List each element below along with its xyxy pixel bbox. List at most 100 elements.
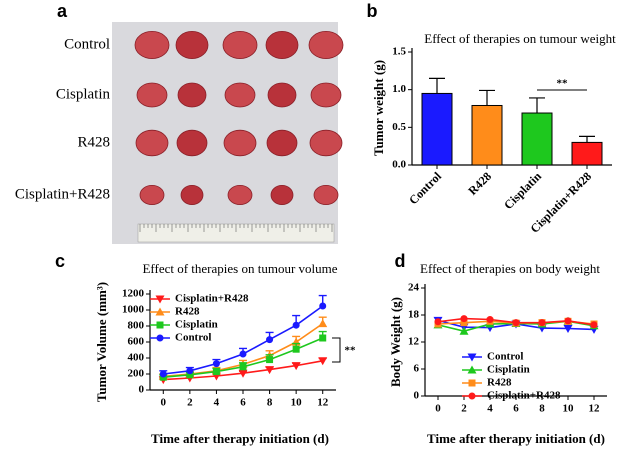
x-tick-label: 8 xyxy=(267,397,273,409)
y-axis-label: Tumor Volume (mm³) xyxy=(94,282,109,402)
tumor xyxy=(267,82,297,108)
marker xyxy=(468,379,476,387)
legend-label: Cisplatin+R428 xyxy=(487,390,561,402)
x-tick-label: 12 xyxy=(317,397,329,409)
tumor xyxy=(222,30,258,60)
marker xyxy=(467,365,477,374)
marker xyxy=(319,334,327,342)
marker xyxy=(486,316,494,323)
panel-label: a xyxy=(57,1,68,21)
y-tick-label: 0 xyxy=(414,390,420,402)
y-tick-label: 400 xyxy=(128,352,145,364)
y-tick-label: 1.5 xyxy=(392,46,406,58)
x-tick-label: 8 xyxy=(539,403,545,415)
x-tick-label: Cisplatin xyxy=(501,169,544,212)
marker xyxy=(318,319,328,328)
marker xyxy=(239,363,247,371)
marker xyxy=(238,369,248,378)
x-axis-label: Time after therapy initiation (d) xyxy=(427,431,605,446)
marker xyxy=(459,326,469,335)
tumor xyxy=(135,129,169,157)
marker xyxy=(460,315,468,323)
y-axis-label: Tumor weight (g) xyxy=(371,60,386,156)
tumor xyxy=(309,129,343,157)
x-axis-label: Time after therapy initiation (d) xyxy=(151,431,329,446)
legend-label: Cisplatin+R428 xyxy=(175,293,249,305)
panel-label: d xyxy=(395,251,406,271)
x-tick-label: 0 xyxy=(161,397,167,409)
row-label: R428 xyxy=(77,134,110,150)
marker xyxy=(434,318,442,326)
legend-label: Cisplatin xyxy=(487,364,530,376)
marker xyxy=(318,357,328,366)
chart-title: Effect of therapies on body weight xyxy=(420,261,600,276)
marker xyxy=(563,325,573,333)
tumor xyxy=(223,129,257,157)
marker xyxy=(156,334,164,342)
tumor xyxy=(136,82,168,108)
marker xyxy=(239,350,247,358)
marker xyxy=(291,362,301,371)
marker xyxy=(186,371,194,379)
tumor xyxy=(139,184,165,205)
legend-label: R428 xyxy=(487,377,512,389)
bar xyxy=(521,112,553,166)
marker xyxy=(266,336,274,344)
row-label: Control xyxy=(64,36,110,52)
panel-label: b xyxy=(367,1,378,21)
tumor xyxy=(266,129,298,157)
annotation: ** xyxy=(345,345,357,357)
marker xyxy=(212,368,220,376)
bar xyxy=(471,104,503,166)
x-tick-label: R428 xyxy=(465,169,494,198)
y-tick-label: 0.5 xyxy=(392,121,406,133)
tumor xyxy=(227,184,253,205)
x-tick-label: 2 xyxy=(187,397,193,409)
tumor xyxy=(313,184,339,205)
marker xyxy=(155,307,165,316)
x-tick-label: 4 xyxy=(214,397,220,409)
x-tick-label: 6 xyxy=(240,397,246,409)
y-tick-label: 600 xyxy=(128,336,145,348)
error-bar xyxy=(579,135,595,143)
marker xyxy=(460,319,468,327)
row-label: Cisplatin xyxy=(56,86,111,102)
marker xyxy=(590,321,598,329)
marker xyxy=(564,317,572,325)
x-tick-label: 12 xyxy=(589,403,601,415)
y-tick-label: 18 xyxy=(408,309,420,321)
annotation: ** xyxy=(557,78,569,90)
legend-label: Control xyxy=(175,332,211,344)
y-tick-label: 0 xyxy=(139,384,145,396)
marker xyxy=(292,345,300,353)
error-bar xyxy=(479,89,495,106)
marker xyxy=(212,360,220,368)
tumor xyxy=(265,30,299,60)
significance-bracket xyxy=(332,337,341,363)
chart-title: Effect of therapies on tumour volume xyxy=(142,261,337,276)
marker xyxy=(265,366,275,375)
y-tick-label: 1.0 xyxy=(392,83,406,95)
marker xyxy=(468,392,476,400)
tumor xyxy=(180,184,204,205)
tumor xyxy=(177,82,207,108)
y-tick-label: 800 xyxy=(128,320,145,332)
legend-label: Cisplatin xyxy=(175,319,218,331)
y-axis-label: Body Weight (g) xyxy=(388,297,403,387)
tumor xyxy=(134,30,170,60)
tumor xyxy=(270,184,294,205)
y-tick-label: 0.0 xyxy=(392,159,406,171)
tumor xyxy=(175,30,209,60)
y-tick-label: 12 xyxy=(408,336,420,348)
x-tick-label: 6 xyxy=(513,403,519,415)
y-tick-label: 200 xyxy=(128,368,145,380)
marker xyxy=(266,356,274,364)
marker xyxy=(292,321,300,329)
chart-title: Effect of therapies on tumour weight xyxy=(424,31,616,46)
bar xyxy=(421,92,453,166)
marker xyxy=(155,295,165,304)
x-tick-label: 4 xyxy=(487,403,493,415)
x-tick-label: 2 xyxy=(461,403,467,415)
row-label: Cisplatin+R428 xyxy=(15,186,110,202)
